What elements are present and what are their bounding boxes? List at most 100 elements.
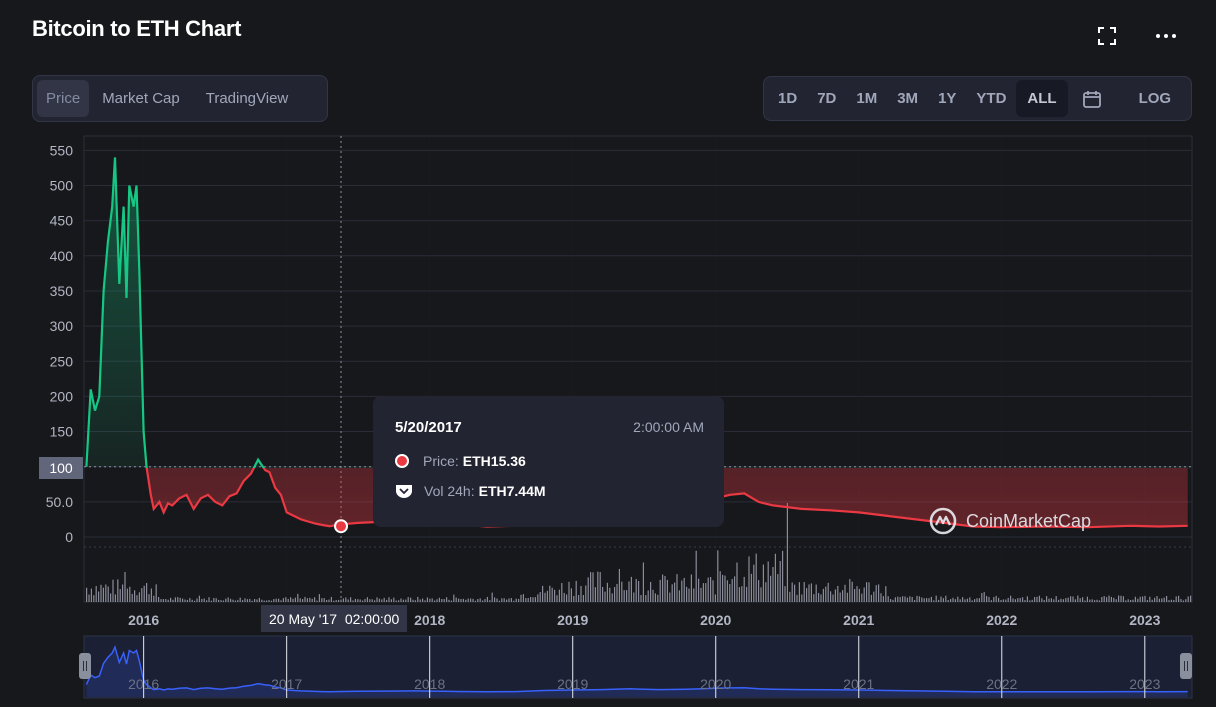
volume-bar xyxy=(134,590,136,602)
range-all[interactable]: ALL xyxy=(1016,80,1068,117)
volume-bar xyxy=(604,591,606,602)
volume-bar xyxy=(746,586,748,602)
volume-bar xyxy=(491,592,493,602)
volume-bar xyxy=(1166,595,1168,602)
range-1y[interactable]: 1Y xyxy=(938,90,957,107)
tab-price[interactable]: Price xyxy=(37,80,90,117)
navigator-tick-label: 2021 xyxy=(843,676,874,692)
range-1m[interactable]: 1M xyxy=(856,90,878,107)
volume-bar xyxy=(453,594,455,602)
tab-market-cap[interactable]: Market Cap xyxy=(102,90,180,107)
volume-bar xyxy=(362,600,364,602)
range-3m[interactable]: 3M xyxy=(897,90,919,107)
volume-bar xyxy=(364,598,366,602)
volume-bar xyxy=(710,577,712,602)
volume-bar xyxy=(928,598,930,602)
volume-bar xyxy=(316,600,318,602)
volume-bar xyxy=(810,583,812,602)
volume-bar xyxy=(676,574,678,602)
volume-bar xyxy=(681,580,683,602)
coinmarketcap-watermark: CoinMarketCap xyxy=(928,506,1091,536)
tooltip-date: 5/20/2017 xyxy=(395,419,462,436)
navigator-right-handle[interactable] xyxy=(1180,653,1192,679)
volume-bar xyxy=(1043,599,1045,602)
log-toggle[interactable]: LOG xyxy=(1138,90,1172,107)
volume-bar xyxy=(1041,598,1043,602)
volume-bar xyxy=(911,596,913,602)
volume-bar xyxy=(515,598,517,602)
volume-bar xyxy=(424,600,426,602)
volume-bar xyxy=(794,584,796,602)
volume-bar xyxy=(287,598,289,602)
volume-bar xyxy=(806,588,808,602)
fullscreen-icon[interactable] xyxy=(1093,22,1121,50)
volume-bar xyxy=(546,590,548,602)
volume-bar xyxy=(909,596,911,602)
volume-bar xyxy=(1101,597,1103,602)
tooltip-volume-label: Vol 24h: xyxy=(424,483,475,499)
volume-bar xyxy=(638,581,640,602)
volume-bar xyxy=(587,577,589,602)
volume-bar xyxy=(760,587,762,602)
more-icon[interactable] xyxy=(1152,22,1180,50)
range-ytd[interactable]: YTD xyxy=(976,90,1007,107)
volume-bar xyxy=(422,598,424,602)
volume-bar xyxy=(1120,595,1122,602)
volume-bar xyxy=(743,576,745,602)
volume-bar xyxy=(1142,596,1144,602)
navigator-left-handle[interactable] xyxy=(79,653,91,679)
volume-bar xyxy=(830,591,832,602)
volume-bar xyxy=(1091,599,1093,602)
volume-bar xyxy=(1038,595,1040,602)
volume-bar xyxy=(294,597,296,602)
price-line-above xyxy=(85,157,266,468)
volume-bar xyxy=(400,598,402,602)
volume-bar xyxy=(1012,598,1014,602)
volume-bar xyxy=(347,599,349,602)
volume-bar xyxy=(690,574,692,602)
volume-bar xyxy=(938,599,940,602)
volume-bar xyxy=(873,591,875,602)
volume-bar xyxy=(510,598,512,602)
volume-bar xyxy=(755,553,757,602)
volume-bar xyxy=(309,597,311,602)
volume-bar xyxy=(213,597,215,602)
volume-bar xyxy=(770,575,772,602)
volume-bar xyxy=(297,593,299,602)
volume-bar xyxy=(575,580,577,602)
volume-bar xyxy=(566,594,568,602)
volume-bar xyxy=(712,580,714,602)
volume-bar xyxy=(686,586,688,602)
volume-bar xyxy=(393,597,395,602)
volume-bar xyxy=(885,586,887,602)
tooltip-price-row: Price: ETH15.36 xyxy=(395,453,526,469)
calendar-button[interactable] xyxy=(1068,80,1116,117)
volume-bar xyxy=(580,585,582,602)
volume-bar xyxy=(470,598,472,602)
volume-bar xyxy=(734,576,736,602)
volume-bar xyxy=(640,595,642,602)
volume-bar xyxy=(950,599,952,602)
volume-bar xyxy=(419,599,421,602)
range-7d[interactable]: 7D xyxy=(817,90,837,107)
volume-bar xyxy=(890,599,892,602)
volume-bar xyxy=(486,596,488,602)
volume-bar xyxy=(174,597,176,602)
volume-bar xyxy=(177,597,179,602)
volume-bar xyxy=(395,600,397,602)
volume-bar xyxy=(153,595,155,602)
volume-bar xyxy=(664,575,666,602)
x-tick-label: 2023 xyxy=(1129,612,1160,628)
volume-bar xyxy=(902,596,904,602)
volume-bar xyxy=(878,584,880,602)
volume-bar xyxy=(388,597,390,602)
navigator-tick-label: 2020 xyxy=(700,676,731,692)
volume-bar xyxy=(441,599,443,602)
tab-tradingview[interactable]: TradingView xyxy=(205,90,289,107)
y-tick-label: 200 xyxy=(50,388,74,404)
range-1d[interactable]: 1D xyxy=(778,90,798,107)
volume-bar xyxy=(282,598,284,602)
volume-bar xyxy=(465,599,467,602)
volume-bar xyxy=(448,599,450,602)
